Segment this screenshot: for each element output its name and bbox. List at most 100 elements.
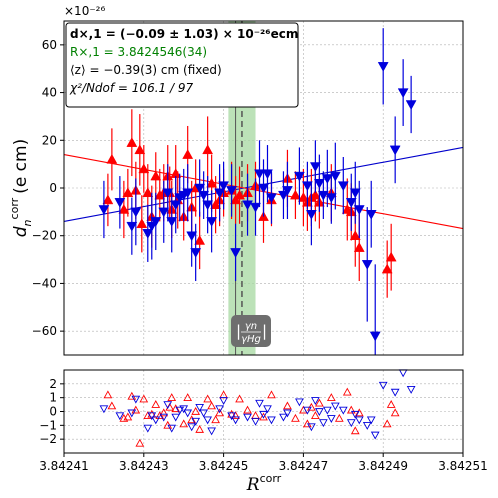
data-point-down xyxy=(218,181,230,192)
residual-point-up xyxy=(215,408,224,417)
residual-point-down xyxy=(346,419,356,428)
data-point-down xyxy=(166,217,178,227)
legend-box xyxy=(65,22,299,108)
residual-point-down xyxy=(370,431,380,440)
x-label: Rcorr xyxy=(246,472,282,495)
y-tick-label: 40 xyxy=(42,86,57,100)
data-point-down xyxy=(262,169,273,180)
residual-point-up xyxy=(334,413,344,422)
residual-point-up xyxy=(107,401,117,410)
y-label-symbol: d xyxy=(11,226,31,237)
data-point-down xyxy=(282,186,293,196)
data-point-down xyxy=(345,198,357,208)
data-point-down xyxy=(313,178,325,189)
residual-x-ticks: 3.84241 3.84243 3.84245 3.84247 3.84249 3.842… xyxy=(39,453,488,473)
residual-point-down xyxy=(167,424,177,433)
residual-point-down xyxy=(151,416,161,425)
y-label-superscript: corr xyxy=(8,197,21,219)
residual-point-down xyxy=(175,406,185,415)
residual-point-down xyxy=(195,404,205,412)
residual-point-up xyxy=(311,411,320,419)
y-tick-label: −40 xyxy=(32,276,57,290)
data-point-down xyxy=(142,229,154,239)
residual-point-down xyxy=(143,424,153,433)
residual-point-down xyxy=(311,397,320,405)
y-tick-label: −20 xyxy=(32,229,57,243)
residual-point-up xyxy=(187,415,197,424)
residual-point-up xyxy=(314,398,324,407)
ratio-annotation-bar-left: | xyxy=(236,322,241,340)
main-y-label: dncorr (e cm) xyxy=(8,139,34,237)
residual-point-up xyxy=(283,401,292,410)
data-point-up xyxy=(202,144,214,155)
data-point-down xyxy=(198,190,210,201)
data-point-up xyxy=(234,189,245,200)
residual-point-up xyxy=(326,393,336,401)
data-point-down xyxy=(254,169,265,180)
residual-point-up xyxy=(243,405,252,414)
data-point-down xyxy=(317,190,329,201)
data-point-up xyxy=(126,137,138,147)
residual-point-down xyxy=(295,398,304,407)
y-scale-label: ×10⁻²⁶ xyxy=(64,4,105,18)
y-tick-label: 20 xyxy=(42,133,57,147)
data-point-up xyxy=(106,153,118,164)
residual-point-up xyxy=(203,394,213,403)
data-point-down xyxy=(242,200,253,211)
residual-point-up xyxy=(386,400,396,408)
data-point-down xyxy=(146,221,158,232)
residual-point-down xyxy=(251,417,260,426)
residual-point-down xyxy=(259,410,268,419)
ratio-annotation: | γn γHg | xyxy=(231,315,271,347)
ratio-annotation-bar-right: | xyxy=(262,322,267,340)
data-point-up xyxy=(353,242,365,252)
main-grid xyxy=(63,21,464,355)
residual-point-up xyxy=(159,408,169,417)
residual-point-down xyxy=(147,412,157,421)
data-point-up xyxy=(381,263,393,274)
x-tick-label: 3.84245 xyxy=(199,459,249,473)
residual-point-up xyxy=(139,394,149,403)
residual-point-down xyxy=(115,412,125,421)
residual-point-down xyxy=(99,405,109,414)
residual-point-down xyxy=(227,412,236,421)
data-point-down xyxy=(305,209,317,220)
data-point-up xyxy=(210,199,222,209)
data-point-down xyxy=(114,198,126,208)
data-point-down xyxy=(389,145,401,156)
residual-point-up xyxy=(235,394,244,403)
data-point-down xyxy=(301,181,313,192)
residual-point-down xyxy=(179,405,189,414)
residual-y-tick-label: 2 xyxy=(49,377,57,391)
residual-point-down xyxy=(307,423,316,432)
residual-point-up xyxy=(151,400,161,408)
residual-point-up xyxy=(191,406,201,415)
residual-point-down xyxy=(267,416,276,425)
data-point-down xyxy=(337,181,349,192)
y-tick-label: 0 xyxy=(49,181,57,195)
residual-point-down xyxy=(215,405,224,414)
residual-point-down xyxy=(255,399,264,408)
x-label-symbol: R xyxy=(246,475,260,495)
residual-point-down xyxy=(203,416,213,425)
residual-point-up xyxy=(167,393,177,401)
data-point-down xyxy=(369,331,381,342)
residual-point-down xyxy=(322,406,332,415)
residual-point-up xyxy=(354,408,364,417)
data-point-up xyxy=(206,177,218,188)
residual-point-down xyxy=(171,413,181,422)
data-point-up xyxy=(194,234,206,245)
data-point-down xyxy=(194,183,206,194)
residual-point-up xyxy=(350,426,360,435)
data-point-down xyxy=(349,188,361,199)
residual-point-down xyxy=(231,416,240,425)
residual-point-down xyxy=(314,408,324,417)
residual-point-down xyxy=(199,409,209,418)
data-point-up xyxy=(182,149,194,159)
residual-point-down xyxy=(354,416,364,425)
data-point-down xyxy=(186,231,198,242)
x-tick-label: 3.84249 xyxy=(358,459,408,473)
data-point-down xyxy=(278,190,289,201)
data-point-down xyxy=(309,162,321,173)
residual-point-down xyxy=(366,416,376,425)
